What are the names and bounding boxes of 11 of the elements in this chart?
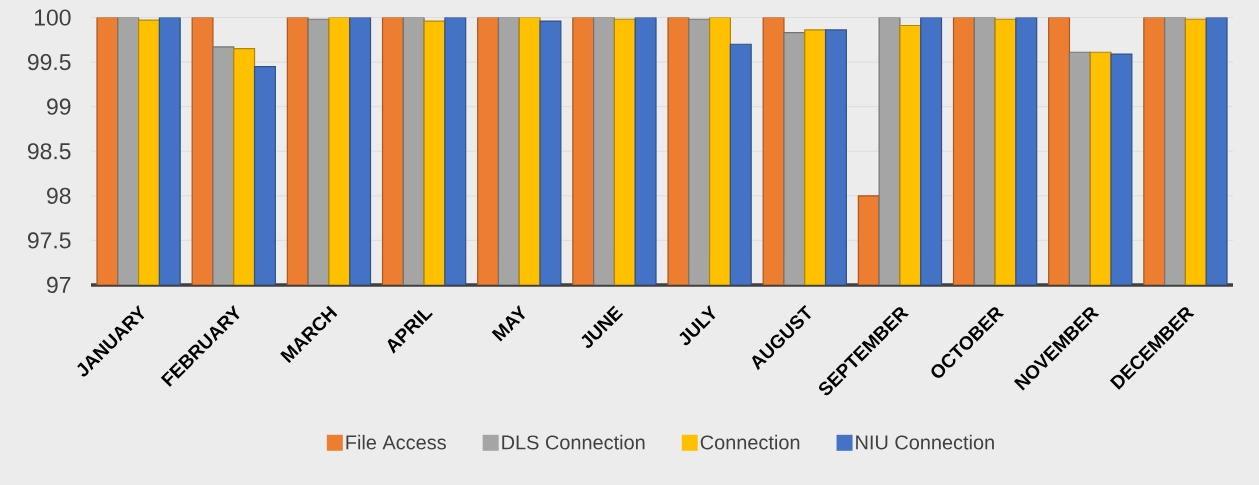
y-tick-label: 97.5 [27,232,71,249]
y-tick-label: 99.5 [27,53,71,71]
legend-label: NIU Connection [856,434,994,450]
y-tick-label: 97 [47,276,71,294]
y-tick-label: 98 [47,187,71,204]
legend-label: File Access [346,434,446,450]
y-tick-label: 98.5 [27,143,71,160]
y-tick-label: 100 [35,9,71,26]
y-tick-label: 99 [47,98,71,115]
legend-label: DLS Connection [502,434,645,450]
legend-label: Connection [700,434,800,450]
